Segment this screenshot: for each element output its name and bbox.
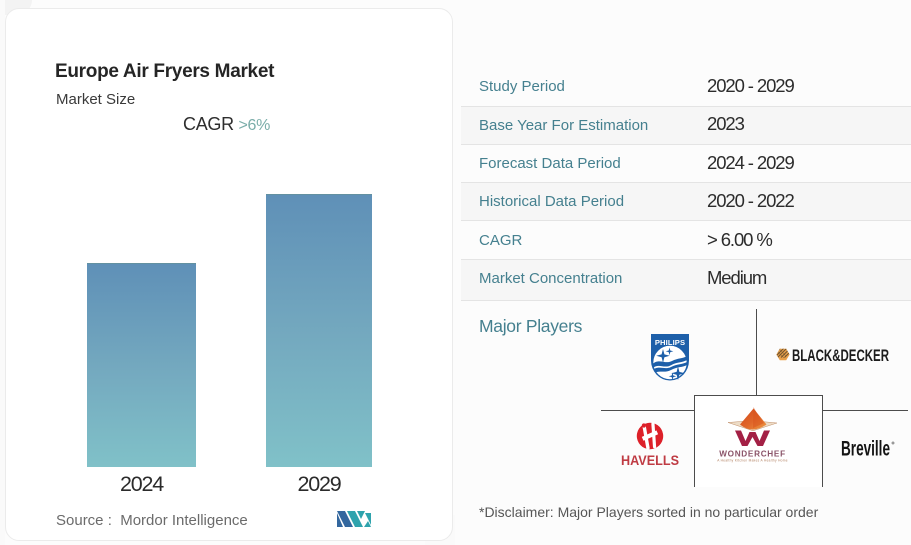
svg-text:A Healthy Kitchen Makes A Heal: A Healthy Kitchen Makes A Healthy Home [717,458,788,462]
svg-text:Breville: Breville [841,438,890,458]
svg-text:PHILIPS: PHILIPS [655,338,685,347]
svg-text:BLACK&DECKER: BLACK&DECKER [792,347,889,364]
svg-text:HAVELLS: HAVELLS [621,453,679,467]
svg-text:WONDERCHEF: WONDERCHEF [719,450,786,459]
